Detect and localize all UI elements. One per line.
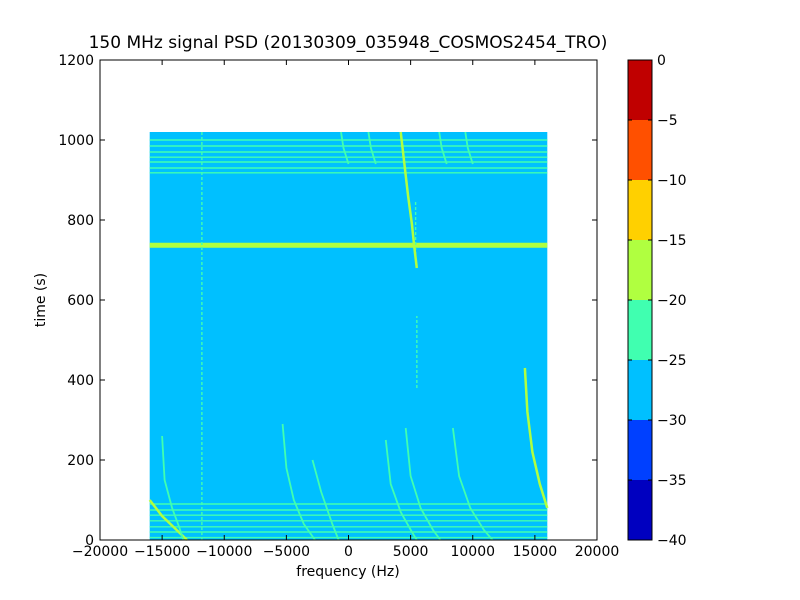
colorbar-tick-label: −25	[657, 353, 687, 369]
colorbar-band	[628, 120, 652, 180]
signal-drift-curve	[384, 439, 418, 541]
y-tick-label: 1000	[58, 133, 94, 149]
colorbar-band	[628, 60, 652, 120]
signal-drift-curve	[340, 131, 350, 165]
y-axis-label: time (s)	[33, 273, 49, 327]
signal-drift-curve	[523, 367, 549, 509]
signal-drift-curve	[367, 131, 377, 165]
colorbar-band	[628, 480, 652, 540]
x-tick-label: −15000	[134, 544, 190, 560]
y-tick-label: 200	[67, 453, 94, 469]
colorbar-band	[628, 180, 652, 240]
colorbar-tick-label: −10	[657, 173, 687, 189]
colorbar-band	[628, 360, 652, 420]
x-tick-label: −20000	[72, 544, 128, 560]
chart-title: 150 MHz signal PSD (20130309_035948_COSM…	[89, 33, 608, 53]
colorbar-tick-label: −40	[657, 533, 687, 549]
colorbar-tick-label: −15	[657, 233, 687, 249]
y-tick-label: 600	[67, 293, 94, 309]
signal-drift-curve	[311, 459, 340, 541]
x-tick-label: 0	[344, 544, 353, 560]
heatmap	[148, 131, 549, 541]
signal-drift-curve	[281, 423, 316, 541]
colorbar-bands	[628, 60, 652, 540]
signal-drift-curve	[161, 435, 185, 541]
colorbar-ticks: −40 −35 −30 −25 −20 −15 −10 −5 0	[628, 53, 687, 549]
signal-drift-curve	[404, 427, 442, 541]
colorbar-tick-label: −5	[657, 113, 678, 129]
x-tick-label: 20000	[575, 544, 620, 560]
colorbar-band	[628, 420, 652, 480]
signal-drift-curve	[399, 131, 419, 269]
y-tick-label: 0	[85, 533, 94, 549]
heatmap-background	[149, 132, 548, 540]
x-tick-label: −10000	[196, 544, 252, 560]
colorbar-band	[628, 240, 652, 300]
plot-area: −20000 −15000 −10000 −5000 0 5000 10000 15000 20…	[58, 53, 619, 560]
y-tick-label: 1200	[58, 53, 94, 69]
x-tick-label: 10000	[450, 544, 495, 560]
y-tick-label: 400	[67, 373, 94, 389]
x-tick-label: 15000	[513, 544, 558, 560]
y-axis-ticks: 0 200 400 600 800 1000 1200	[58, 53, 597, 549]
colorbar-tick-label: −20	[657, 293, 687, 309]
colorbar-tick-label: 0	[657, 53, 666, 69]
colorbar-tick-label: −30	[657, 413, 687, 429]
signal-drift-curve	[464, 131, 474, 165]
colorbar-tick-label: −35	[657, 473, 687, 489]
x-axis-label: frequency (Hz)	[296, 564, 399, 580]
x-tick-label: 5000	[393, 544, 429, 560]
y-tick-label: 800	[67, 213, 94, 229]
x-tick-label: −5000	[263, 544, 310, 560]
signal-drift-curve	[452, 427, 494, 541]
signal-drift-curve	[438, 131, 448, 165]
colorbar-band	[628, 300, 652, 360]
x-axis-ticks: −20000 −15000 −10000 −5000 0 5000 10000 15000 20…	[72, 60, 619, 560]
colorbar: −40 −35 −30 −25 −20 −15 −10 −5 0	[627, 53, 687, 549]
